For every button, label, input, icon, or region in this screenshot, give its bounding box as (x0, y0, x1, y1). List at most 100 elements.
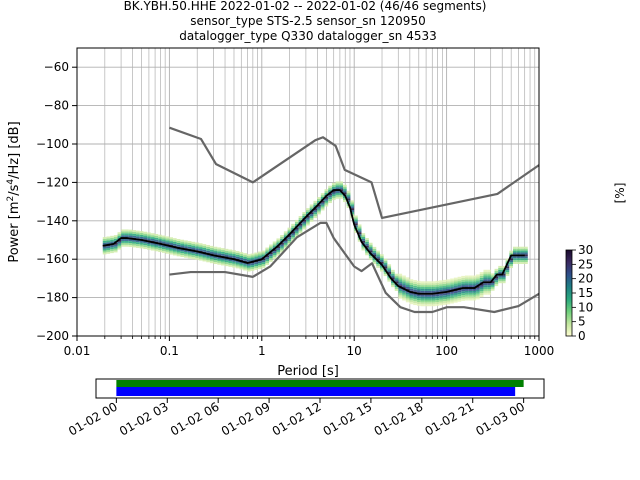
psd-cell (431, 287, 436, 289)
psd-cell (472, 294, 477, 297)
psd-cell (379, 269, 384, 272)
psd-cell (165, 247, 170, 250)
psd-cell (498, 275, 502, 278)
psd-cell (398, 279, 403, 282)
psd-cell (368, 258, 373, 261)
psd-cell (272, 256, 277, 259)
psd-cell (413, 285, 417, 288)
psd-cell (128, 243, 133, 245)
timeline-tick-label: 01-02 03 (117, 399, 171, 438)
psd-cell (464, 285, 469, 288)
psd-cell (113, 248, 118, 251)
psd-cell (461, 285, 465, 288)
psd-cell (161, 235, 166, 238)
psd-cell (450, 282, 454, 285)
psd-cell (280, 236, 284, 239)
psd-cell (409, 302, 414, 305)
psd-cell (180, 253, 185, 256)
psd-cell (198, 247, 203, 250)
psd-cell (102, 239, 107, 241)
x-tick-label: 1 (258, 344, 266, 358)
psd-cell (420, 287, 425, 289)
psd-cell (184, 244, 188, 247)
psd-cell (154, 245, 159, 248)
psd-cell (409, 284, 414, 287)
psd-cell (198, 249, 203, 251)
psd-cell (413, 282, 417, 284)
psd-cell (424, 300, 429, 303)
psd-cell (335, 183, 340, 186)
psd-cell (516, 258, 521, 261)
psd-cell (490, 275, 495, 278)
psd-cell (431, 283, 436, 286)
psd-cell (136, 244, 140, 246)
psd-cell (158, 248, 162, 251)
psd-cell (468, 290, 473, 293)
psd-cell (306, 219, 310, 222)
psd-cell (343, 196, 347, 199)
psd-cell (232, 263, 236, 266)
psd-cell (476, 291, 480, 294)
psd-cell (328, 201, 332, 204)
psd-cell (479, 274, 484, 276)
psd-cell (198, 254, 203, 257)
psd-cell (476, 278, 480, 281)
psd-cell (143, 241, 148, 244)
psd-cell (442, 293, 447, 296)
psd-cell (328, 185, 332, 188)
psd-cell (228, 259, 233, 262)
psd-cell (398, 277, 403, 280)
psd-cell (420, 281, 425, 284)
psd-cell (269, 246, 273, 249)
psd-cell (446, 288, 451, 291)
psd-cell (365, 237, 369, 240)
psd-cell (472, 279, 477, 282)
psd-cell (442, 281, 447, 284)
psd-cell (446, 292, 451, 295)
psd-cell (368, 248, 373, 251)
psd-cell (102, 250, 107, 253)
psd-cell (276, 242, 281, 245)
psd-cell (501, 267, 506, 270)
psd-cell (172, 243, 177, 246)
psd-cell (501, 281, 506, 284)
psd-cell (313, 200, 318, 203)
psd-cell (198, 256, 203, 259)
psd-cell (324, 196, 329, 199)
psd-cell (457, 294, 462, 296)
psd-cell (324, 204, 329, 207)
psd-cell (328, 189, 332, 192)
psd-cell (331, 182, 336, 185)
psd-cell (283, 242, 288, 245)
psd-cell (250, 259, 255, 262)
psd-cell (280, 244, 284, 247)
psd-cell (209, 245, 214, 248)
psd-cell (294, 223, 299, 226)
psd-cell (169, 246, 173, 249)
psd-cell (165, 236, 170, 239)
psd-cell (254, 264, 258, 267)
psd-cell (243, 268, 247, 271)
psd-cell (350, 202, 355, 205)
psd-cell (450, 284, 454, 287)
psd-cell (324, 200, 329, 203)
psd-cell (180, 251, 185, 254)
psd-cell (365, 243, 369, 246)
colorbar-tick-label: 5 (578, 315, 586, 329)
psd-cell (206, 258, 210, 261)
psd-cell (435, 288, 440, 291)
y-label-part-2: /s (7, 184, 22, 195)
y-label-sup-1: 2 (6, 196, 16, 202)
psd-cell (169, 252, 173, 255)
psd-cell (117, 247, 122, 250)
colorbar-tick-label: 10 (578, 300, 593, 314)
psd-cell (235, 260, 240, 263)
psd-cell (317, 199, 321, 201)
psd-cell (520, 262, 525, 264)
psd-cell (450, 288, 454, 291)
psd-cell (228, 262, 233, 265)
psd-cell (180, 241, 185, 244)
psd-cell (416, 300, 421, 302)
psd-cell (209, 247, 214, 250)
psd-cell (413, 287, 417, 290)
